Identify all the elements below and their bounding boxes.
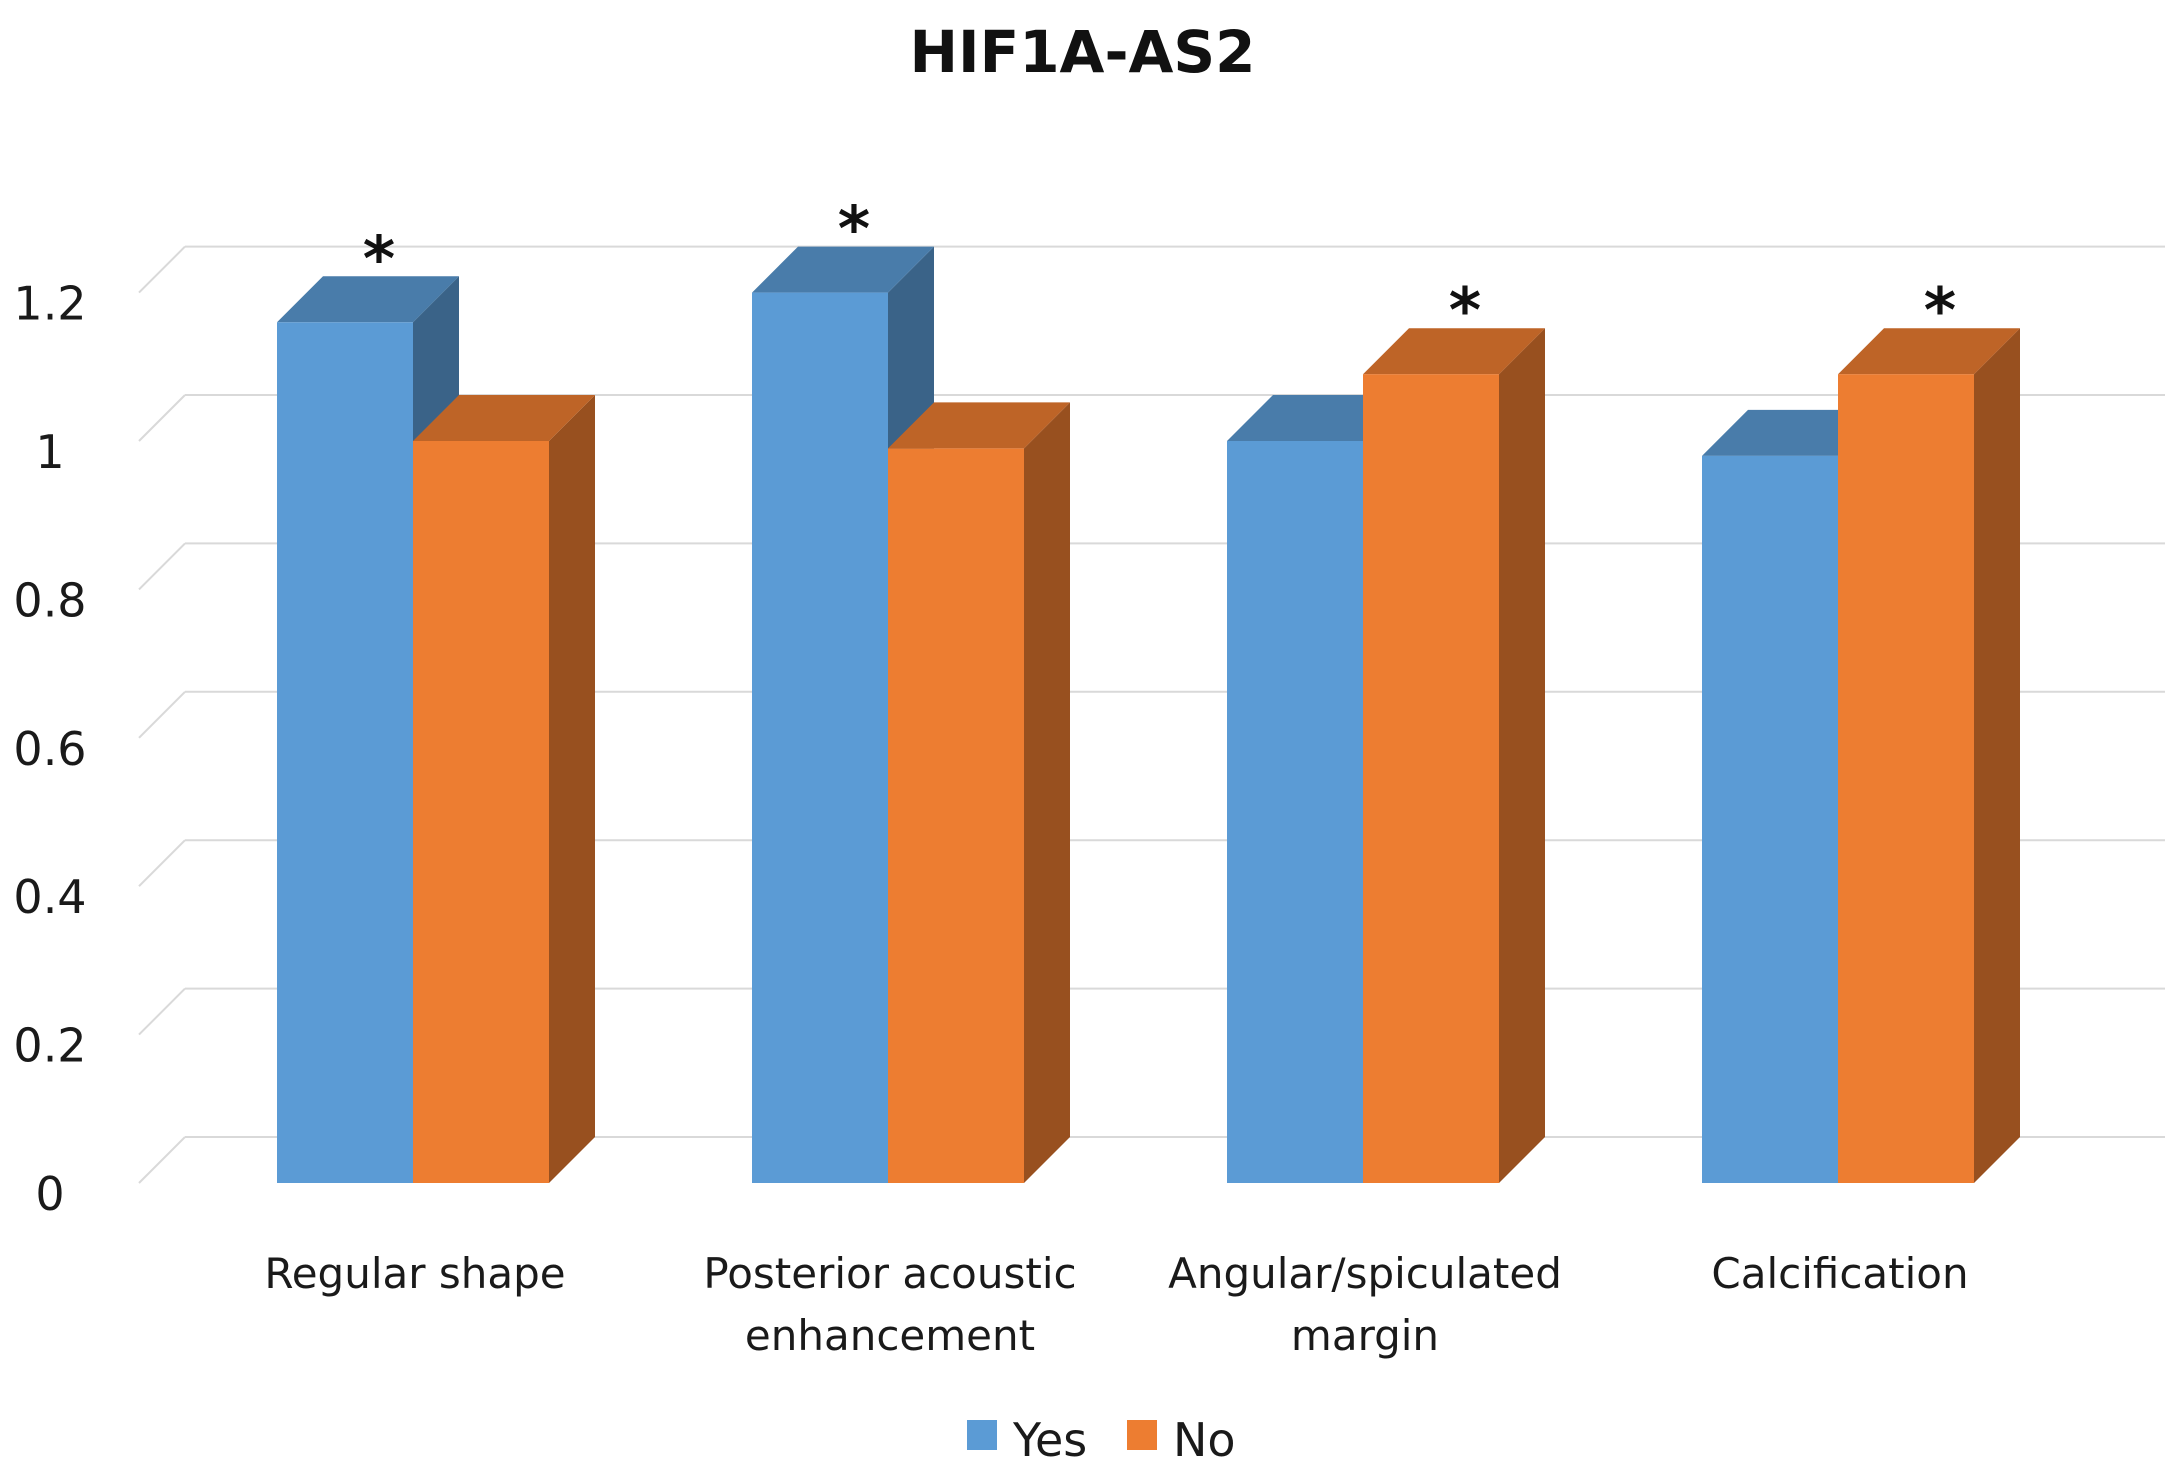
bar-top <box>413 395 595 441</box>
legend-swatch <box>967 1420 997 1450</box>
bar-front <box>413 441 549 1183</box>
bar-side <box>1974 328 2020 1184</box>
bar-top <box>277 276 459 323</box>
x-category-label: Angular/spiculated <box>1168 1249 1562 1298</box>
gridline-side <box>138 394 186 442</box>
bar-side <box>1024 402 1070 1183</box>
legend-label: Yes <box>1012 1413 1087 1465</box>
y-tick-label: 0.8 <box>13 573 86 627</box>
gridline-side <box>138 987 186 1036</box>
bar <box>413 395 595 1183</box>
gridline-side <box>138 245 186 294</box>
y-tick-label: 1 <box>35 425 64 479</box>
bar-front <box>752 292 888 1184</box>
bar-top <box>888 402 1070 449</box>
x-category-label: margin <box>1291 1311 1439 1360</box>
bar-side <box>549 395 595 1183</box>
gridline-side <box>138 691 186 739</box>
bar-front <box>1227 441 1363 1183</box>
bar-front <box>888 448 1024 1183</box>
bar-top <box>1838 328 2020 375</box>
legend-label: No <box>1173 1413 1236 1465</box>
y-tick-label: 0.2 <box>13 1019 86 1073</box>
significance-marker: * <box>363 222 395 295</box>
bar-front <box>1838 374 1974 1184</box>
legend-swatch <box>1127 1420 1157 1450</box>
y-tick-label: 0.4 <box>13 870 86 924</box>
bars <box>277 246 2020 1184</box>
x-category-label: enhancement <box>745 1311 1035 1360</box>
bar <box>1363 328 1545 1184</box>
gridline-side <box>138 1136 186 1184</box>
y-tick-label: 1.2 <box>13 277 86 331</box>
bar-top <box>752 246 934 293</box>
gridline-side <box>138 839 186 887</box>
bar <box>1838 328 2020 1184</box>
chart-title: HIF1A-AS2 <box>909 18 1256 86</box>
gridline-side <box>138 542 186 591</box>
significance-marker: * <box>1449 274 1481 347</box>
significance-marker: * <box>1924 274 1956 347</box>
y-tick-label: 0 <box>35 1167 64 1221</box>
bar-front <box>1702 455 1838 1184</box>
legend: Yes No <box>967 1413 1236 1465</box>
x-category-label: Calcification <box>1711 1249 1968 1298</box>
x-category-label: Regular shape <box>264 1249 565 1298</box>
bar <box>888 402 1070 1183</box>
bar-side <box>1499 328 1545 1184</box>
bar-top <box>1363 328 1545 375</box>
significance-marker: * <box>838 193 870 266</box>
bar-front <box>1363 374 1499 1184</box>
bar-front <box>277 322 413 1183</box>
y-tick-label: 0.6 <box>13 722 86 776</box>
x-category-label: Posterior acoustic <box>703 1249 1076 1298</box>
